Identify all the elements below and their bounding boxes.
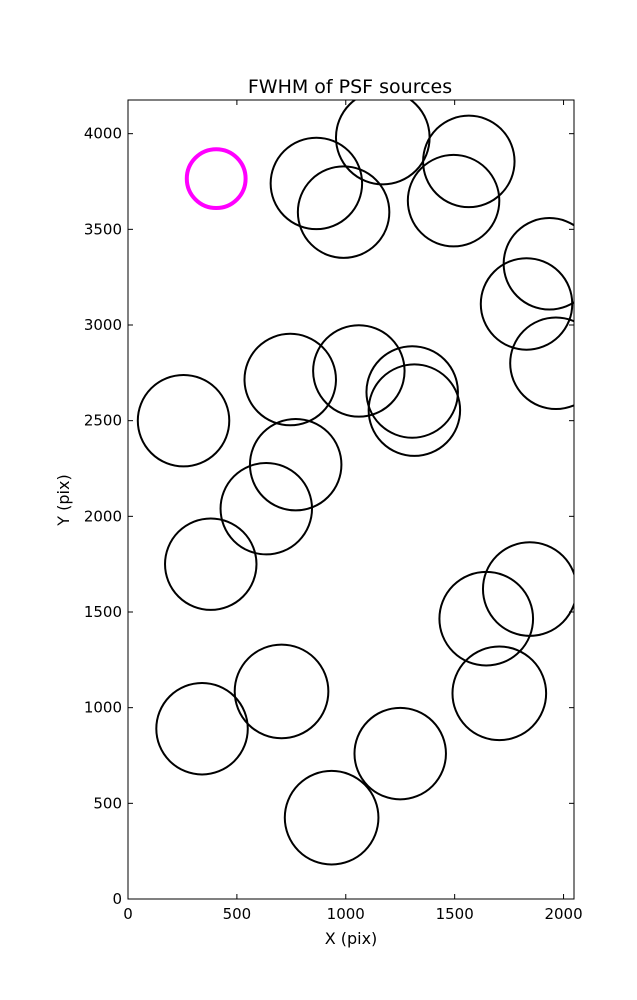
- y-tick-label: 2500: [84, 412, 122, 430]
- y-tick-label: 1500: [84, 603, 122, 621]
- y-tick-label: 3500: [84, 220, 122, 238]
- x-tick-label: 500: [223, 905, 252, 923]
- psf-source-marker: [248, 417, 343, 512]
- y-tick-label: 500: [93, 794, 122, 812]
- y-tick-label: 2000: [84, 507, 122, 525]
- y-axis-label: Y (pix): [54, 474, 73, 526]
- psf-source-marker: [451, 645, 548, 742]
- psf-source-marker: [406, 153, 501, 248]
- highlight-source-marker: [184, 147, 248, 211]
- marker-layer: [136, 100, 574, 866]
- x-axis-label: X (pix): [325, 929, 378, 948]
- psf-source-marker: [334, 100, 431, 186]
- x-tick-label: 1000: [327, 905, 365, 923]
- ticks-layer: 0 500 1000 1500 2000 0 500 1000 1500 2000 2500 3000…: [84, 100, 583, 923]
- y-tick-label: 1000: [84, 699, 122, 717]
- psf-source-marker: [479, 257, 574, 351]
- y-tick-label: 3000: [84, 316, 122, 334]
- chart-title: FWHM of PSF sources: [248, 76, 452, 98]
- psf-source-marker: [164, 517, 258, 611]
- psf-source-marker: [367, 363, 462, 457]
- plot-frame: [127, 99, 575, 900]
- psf-source-marker: [269, 136, 364, 231]
- psf-source-marker: [365, 345, 459, 439]
- y-tick-label: 4000: [84, 125, 122, 143]
- psf-source-marker: [312, 324, 406, 418]
- psf-source-marker: [481, 541, 574, 637]
- psf-source-marker: [296, 165, 391, 259]
- psf-source-marker: [233, 643, 330, 740]
- psf-source-marker: [283, 769, 380, 866]
- x-tick-label: 2000: [544, 905, 582, 923]
- psf-source-marker: [438, 570, 535, 667]
- psf-source-marker: [243, 332, 337, 427]
- y-tick-label: 0: [112, 890, 122, 908]
- x-tick-label: 1500: [436, 905, 474, 923]
- psf-source-marker: [219, 461, 314, 556]
- psf-source-marker: [422, 114, 516, 209]
- x-tick-label: 0: [123, 905, 133, 923]
- psf-source-marker: [509, 316, 574, 410]
- psf-source-marker: [136, 373, 231, 468]
- psf-source-marker: [353, 706, 447, 801]
- psf-source-marker: [155, 681, 249, 776]
